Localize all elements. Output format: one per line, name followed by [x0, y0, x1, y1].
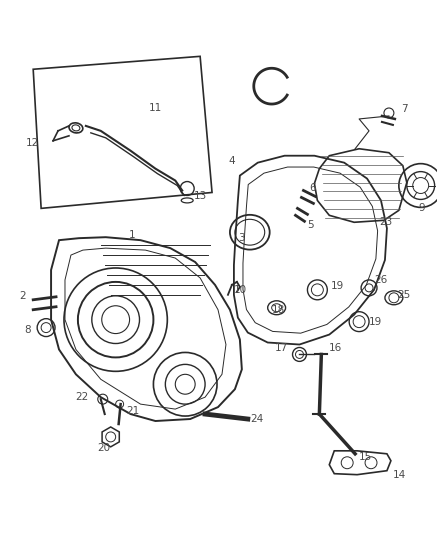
Text: 22: 22	[76, 392, 89, 402]
Text: 6: 6	[309, 183, 316, 193]
Text: 15: 15	[359, 452, 372, 462]
Text: 20: 20	[97, 443, 110, 453]
Text: 4: 4	[228, 156, 235, 166]
Text: 19: 19	[369, 317, 382, 327]
Text: 8: 8	[25, 325, 31, 335]
Text: 21: 21	[127, 406, 140, 416]
Text: 26: 26	[374, 275, 387, 285]
Text: 17: 17	[276, 343, 289, 353]
Text: 5: 5	[307, 220, 314, 230]
Text: 1: 1	[129, 230, 136, 240]
Text: 18: 18	[271, 305, 285, 314]
Text: 14: 14	[393, 470, 406, 480]
Text: 7: 7	[401, 104, 407, 114]
Text: 10: 10	[234, 285, 247, 295]
Text: 19: 19	[331, 281, 345, 291]
Text: 9: 9	[419, 204, 425, 213]
Text: 23: 23	[379, 217, 392, 227]
Text: 11: 11	[149, 103, 162, 113]
Text: 24: 24	[250, 414, 263, 424]
Text: 13: 13	[194, 191, 208, 201]
Text: 3: 3	[238, 233, 245, 243]
Text: 2: 2	[20, 291, 26, 301]
Text: 16: 16	[329, 343, 343, 353]
Text: 12: 12	[26, 138, 39, 148]
Text: 25: 25	[397, 290, 410, 300]
